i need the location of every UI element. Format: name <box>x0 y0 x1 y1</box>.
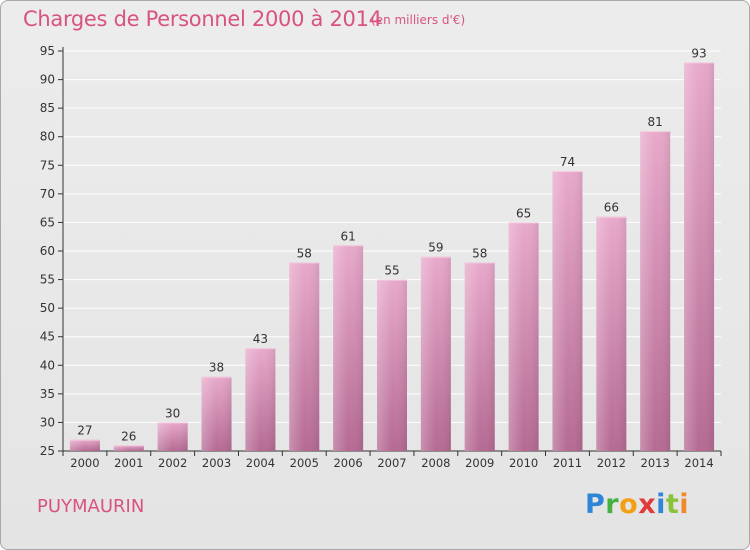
bar-shine-2001 <box>113 445 144 451</box>
bar-shine-2006 <box>333 245 364 451</box>
data-label-2014: 93 <box>691 46 706 60</box>
x-tick-label-2004: 2004 <box>246 456 275 470</box>
y-tick-label: 85 <box>40 101 55 115</box>
x-tick-label-2009: 2009 <box>465 456 494 470</box>
y-tick-label: 75 <box>40 158 55 172</box>
y-tick-label: 50 <box>40 301 55 315</box>
bar-shine-2010 <box>508 222 539 451</box>
chart-subtitle: (en milliers d'€) <box>371 13 466 27</box>
x-tick-label-2010: 2010 <box>509 456 538 470</box>
y-tick-label: 35 <box>40 387 55 401</box>
y-tick-label: 95 <box>40 44 55 58</box>
x-tick-label-2003: 2003 <box>202 456 231 470</box>
data-label-2004: 43 <box>253 332 268 346</box>
x-tick-label-2012: 2012 <box>597 456 626 470</box>
data-label-2010: 65 <box>516 206 531 220</box>
data-label-2000: 27 <box>77 424 92 438</box>
y-tick-label: 45 <box>40 330 55 344</box>
x-tick-label-2006: 2006 <box>333 456 362 470</box>
bar-shine-2009 <box>464 262 495 451</box>
bar-shine-2014 <box>684 62 715 452</box>
bar-shine-2002 <box>157 422 188 451</box>
data-label-2013: 81 <box>648 115 663 129</box>
x-tick-label-2000: 2000 <box>70 456 99 470</box>
bar-shine-2012 <box>596 216 627 451</box>
x-tick-label-2005: 2005 <box>290 456 319 470</box>
x-tick-label-2002: 2002 <box>158 456 187 470</box>
bar-shine-2007 <box>377 279 407 451</box>
bar-shine-2005 <box>289 262 320 451</box>
data-label-2008: 59 <box>428 241 443 255</box>
y-tick-label: 65 <box>40 215 55 229</box>
x-tick-label-2001: 2001 <box>114 456 143 470</box>
x-tick-label-2013: 2013 <box>641 456 670 470</box>
y-tick-label: 30 <box>40 415 55 429</box>
y-tick-label: 60 <box>40 244 55 258</box>
y-tick-label: 25 <box>40 444 55 458</box>
bar-shine-2004 <box>245 348 276 451</box>
bar-shine-2008 <box>420 256 451 451</box>
bar-shine-2003 <box>201 376 232 451</box>
data-label-2005: 58 <box>297 246 312 260</box>
data-label-2006: 61 <box>340 229 355 243</box>
data-label-2012: 66 <box>604 201 619 215</box>
place-name: PUYMAURIN <box>37 496 145 517</box>
data-label-2001: 26 <box>121 429 136 443</box>
data-label-2011: 74 <box>560 155 575 169</box>
bar-shine-2000 <box>69 439 100 451</box>
x-tick-label-2014: 2014 <box>684 456 713 470</box>
x-tick-label-2007: 2007 <box>377 456 406 470</box>
y-tick-label: 80 <box>40 130 55 144</box>
bar-shine-2011 <box>552 171 583 451</box>
y-tick-label: 70 <box>40 187 55 201</box>
chart-title: Charges de Personnel 2000 à 2014 <box>23 7 382 31</box>
x-tick-label-2008: 2008 <box>421 456 450 470</box>
x-tick-label-2011: 2011 <box>553 456 582 470</box>
y-tick-label: 55 <box>40 273 55 287</box>
y-tick-label: 90 <box>40 73 55 87</box>
data-label-2007: 55 <box>384 264 399 278</box>
data-label-2002: 30 <box>165 406 180 420</box>
data-label-2003: 38 <box>209 361 224 375</box>
data-label-2009: 58 <box>472 246 487 260</box>
y-tick-label: 40 <box>40 358 55 372</box>
proxiti-logo[interactable]: Proxiti <box>585 489 690 520</box>
bar-shine-2013 <box>640 131 671 451</box>
